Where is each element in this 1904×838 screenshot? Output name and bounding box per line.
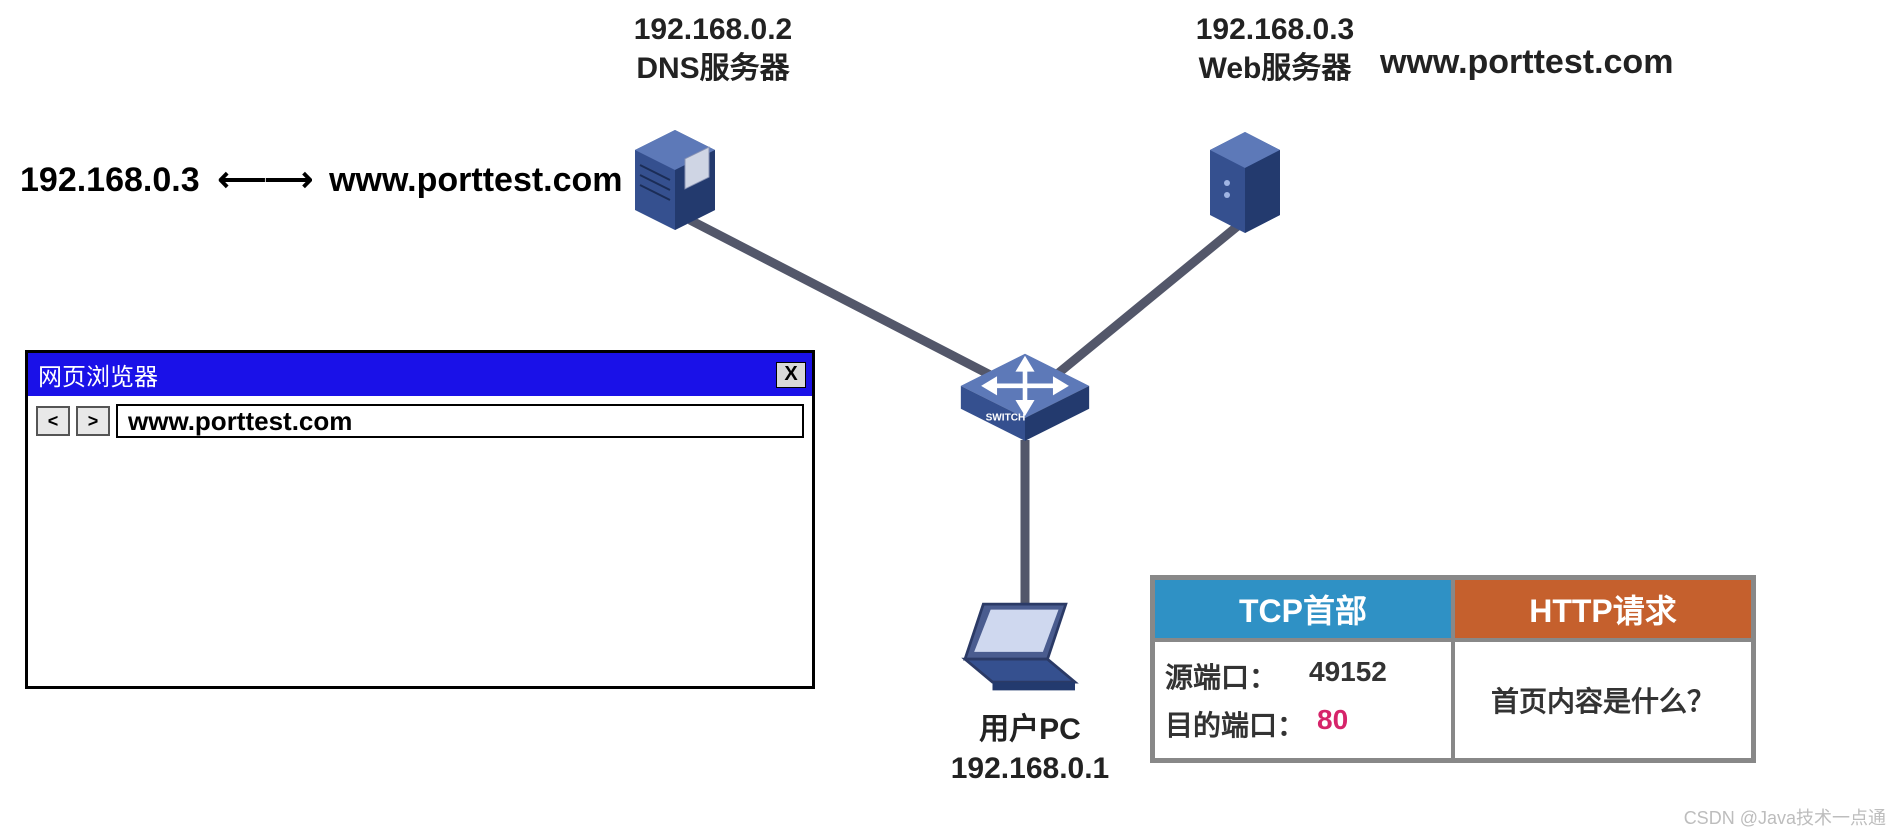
dst-port-value: 80 [1317,704,1348,744]
forward-button[interactable]: > [76,406,110,436]
http-body-cell: 首页内容是什么？ [1453,640,1753,760]
dns-mapping-domain: www.porttest.com [329,161,622,200]
laptop-icon [945,595,1095,705]
browser-viewport [28,446,812,686]
http-header-cell: HTTP请求 [1453,578,1753,640]
tcp-body-cell: 源端口： 49152 目的端口： 80 [1153,640,1453,760]
switch-icon: SWITCH [950,340,1100,450]
url-input[interactable]: www.porttest.com [116,404,804,438]
double-arrow-icon: ⟵⟶ [218,160,311,200]
web-server-domain: www.porttest.com [1380,40,1673,84]
web-server-name: Web服务器 [1160,49,1390,88]
user-pc-ip: 192.168.0.1 [930,749,1130,788]
browser-title: 网页浏览器 [38,357,158,392]
src-port-label: 源端口： [1165,656,1277,696]
dns-server-icon [615,115,735,235]
web-server-icon [1185,115,1305,235]
browser-toolbar: < > www.porttest.com [28,396,812,446]
dns-mapping-ip: 192.168.0.3 [20,161,200,200]
switch-label: SWITCH [986,413,1026,424]
user-pc-label: 用户PC 192.168.0.1 [930,710,1130,788]
back-button[interactable]: < [36,406,70,436]
tcp-header-cell: TCP首部 [1153,578,1453,640]
user-pc-name: 用户PC [930,710,1130,749]
packet-table: TCP首部 HTTP请求 源端口： 49152 目的端口： 80 首页内容是什么… [1150,575,1756,763]
http-body-text: 首页内容是什么？ [1491,680,1715,720]
web-server-ip: 192.168.0.3 [1160,10,1390,49]
dns-server-ip: 192.168.0.2 [598,10,828,49]
dns-server-name: DNS服务器 [598,49,828,88]
dns-server-label: 192.168.0.2 DNS服务器 [598,10,828,88]
dns-mapping: 192.168.0.3 ⟵⟶ www.porttest.com [20,160,623,200]
web-server-label: 192.168.0.3 Web服务器 [1160,10,1390,88]
dst-port-label: 目的端口： [1165,704,1305,744]
browser-titlebar: 网页浏览器 X [28,353,812,396]
browser-window: 网页浏览器 X < > www.porttest.com [25,350,815,689]
src-port-value: 49152 [1309,656,1387,696]
watermark: CSDN @Java技术一点通 [1684,804,1886,830]
close-button[interactable]: X [776,362,806,388]
